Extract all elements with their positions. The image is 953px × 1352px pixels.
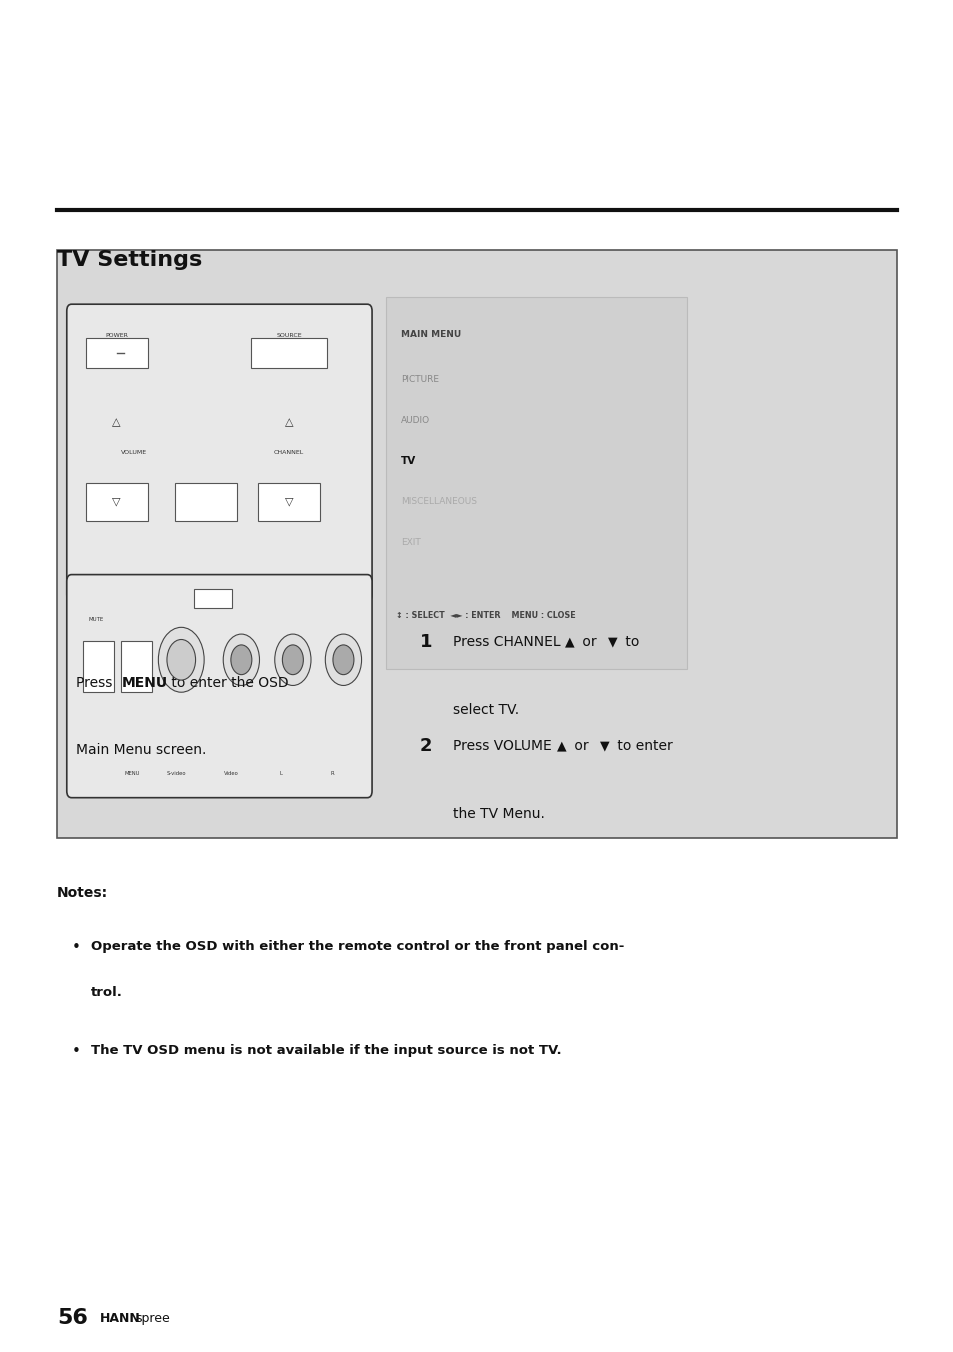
Circle shape (333, 645, 354, 675)
Text: •: • (71, 940, 80, 955)
Text: ▼: ▼ (599, 740, 609, 753)
Text: L: L (279, 771, 282, 776)
Circle shape (282, 645, 303, 675)
Text: ▼: ▼ (607, 635, 617, 649)
Text: ▲: ▲ (557, 740, 566, 753)
Bar (174, 483, 236, 521)
FancyBboxPatch shape (67, 575, 372, 798)
Text: △: △ (112, 416, 120, 427)
Text: MENU: MENU (122, 676, 168, 690)
Text: Press: Press (76, 676, 117, 690)
Text: to enter the OSD: to enter the OSD (167, 676, 288, 690)
Text: •: • (71, 1044, 80, 1059)
Text: SOURCE: SOURCE (276, 333, 301, 338)
Circle shape (325, 634, 361, 685)
Text: The TV OSD menu is not available if the input source is not TV.: The TV OSD menu is not available if the … (91, 1044, 560, 1057)
Text: to enter: to enter (613, 740, 673, 753)
Bar (121, 641, 152, 692)
Circle shape (274, 634, 311, 685)
Text: or: or (578, 635, 600, 649)
Text: 1: 1 (419, 633, 432, 652)
Text: HANN: HANN (100, 1311, 141, 1325)
FancyBboxPatch shape (57, 250, 896, 838)
Text: TV Settings: TV Settings (57, 250, 202, 270)
Text: spree: spree (135, 1311, 170, 1325)
Bar (257, 483, 319, 521)
Text: MAIN MENU: MAIN MENU (400, 330, 460, 339)
Text: Operate the OSD with either the remote control or the front panel con-: Operate the OSD with either the remote c… (91, 940, 623, 953)
Text: ↕ : SELECT  ◄► : ENTER    MENU : CLOSE: ↕ : SELECT ◄► : ENTER MENU : CLOSE (395, 611, 575, 619)
Text: VOLUME: VOLUME (120, 450, 147, 456)
Text: select TV.: select TV. (453, 703, 518, 717)
Text: PICTURE: PICTURE (400, 375, 438, 384)
Text: ▽: ▽ (112, 496, 120, 507)
Text: Main Menu screen.: Main Menu screen. (76, 744, 207, 757)
Text: the TV Menu.: the TV Menu. (453, 807, 544, 821)
Circle shape (158, 627, 204, 692)
FancyBboxPatch shape (67, 304, 372, 602)
Text: trol.: trol. (91, 986, 122, 999)
Text: EXIT: EXIT (400, 538, 420, 548)
Text: ▽: ▽ (285, 496, 293, 507)
Text: MISCELLANEOUS: MISCELLANEOUS (400, 498, 476, 507)
Text: 56: 56 (57, 1309, 88, 1328)
Text: to: to (620, 635, 639, 649)
Text: S-video: S-video (167, 771, 186, 776)
Text: MENU: MENU (124, 771, 139, 776)
Bar (386, 297, 686, 669)
Text: MUTE: MUTE (89, 617, 104, 622)
Text: 2: 2 (419, 737, 432, 756)
Text: Video: Video (224, 771, 238, 776)
Circle shape (167, 639, 195, 680)
Text: POWER: POWER (105, 333, 128, 338)
Circle shape (223, 634, 259, 685)
Text: Notes:: Notes: (57, 886, 109, 899)
Text: CHANNEL: CHANNEL (274, 450, 304, 456)
Bar (86, 338, 148, 368)
Text: Press VOLUME: Press VOLUME (453, 740, 556, 753)
Bar (83, 641, 113, 692)
Text: △: △ (285, 416, 293, 427)
Circle shape (231, 645, 252, 675)
Bar (86, 483, 148, 521)
Text: Press CHANNEL: Press CHANNEL (453, 635, 564, 649)
Text: or: or (570, 740, 593, 753)
Bar (251, 338, 327, 368)
Text: R: R (330, 771, 334, 776)
Text: TV: TV (400, 456, 416, 466)
Text: ▲: ▲ (564, 635, 574, 649)
Bar (193, 589, 232, 608)
Text: AUDIO: AUDIO (400, 415, 430, 425)
